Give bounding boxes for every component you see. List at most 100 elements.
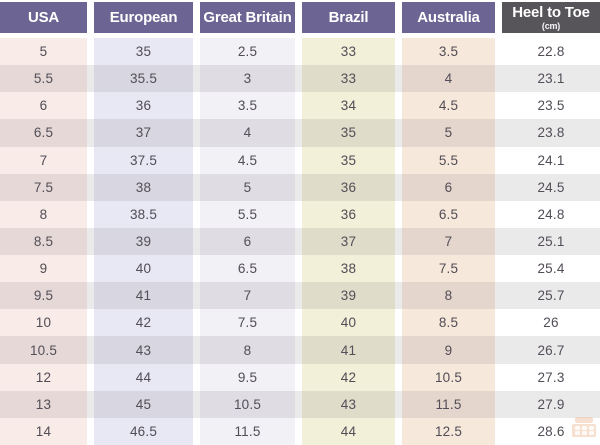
column-header-european: European <box>94 2 193 33</box>
cell-great-britain: 4.5 <box>200 146 295 174</box>
cell-european: 38 <box>94 173 193 201</box>
cell-heel-to-toe: 26.7 <box>502 336 600 364</box>
column-header-label: Heel to Toe <box>512 3 590 21</box>
cell-usa: 9 <box>0 255 87 283</box>
column-header-label: Great Britain <box>203 9 292 26</box>
table-row: 8.5 39 6 37 7 25.1 <box>0 227 600 256</box>
cell-heel-to-toe: 24.8 <box>502 200 600 228</box>
table-row: 8 38.5 5.5 36 6.5 24.8 <box>0 200 600 228</box>
cell-european: 41 <box>94 282 193 310</box>
column-header-label: USA <box>27 9 60 26</box>
cell-australia: 8 <box>402 282 495 310</box>
column-header-label: European <box>109 9 178 26</box>
column-header-label: Australia <box>417 9 480 26</box>
column-header-great-britain: Great Britain <box>200 2 295 33</box>
cell-european: 43 <box>94 336 193 364</box>
cell-great-britain: 10.5 <box>200 390 295 418</box>
column-header-brazil: Brazil <box>302 2 395 33</box>
table-row: 10 42 7.5 40 8.5 26 <box>0 309 600 337</box>
cell-european: 42 <box>94 309 193 337</box>
cell-brazil: 35 <box>302 146 395 174</box>
cell-european: 44 <box>94 363 193 391</box>
cell-european: 37.5 <box>94 146 193 174</box>
table-row: 13 45 10.5 43 11.5 27.9 <box>0 390 600 419</box>
column-header-label: Brazil <box>328 9 369 26</box>
cell-heel-to-toe: 27.9 <box>502 390 600 418</box>
cell-heel-to-toe: 25.1 <box>502 227 600 256</box>
table-row: 7.5 38 5 36 6 24.5 <box>0 173 600 201</box>
table-row: 14 46.5 11.5 44 12.5 28.6 <box>0 417 600 445</box>
cell-european: 46.5 <box>94 417 193 445</box>
cell-great-britain: 5 <box>200 173 295 201</box>
table-row: 12 44 9.5 42 10.5 27.3 <box>0 363 600 391</box>
cell-heel-to-toe: 24.1 <box>502 146 600 174</box>
cell-heel-to-toe: 26 <box>502 309 600 337</box>
table-header-row: USA European Great Britain Brazil Austra… <box>0 0 600 38</box>
cell-brazil: 43 <box>302 390 395 418</box>
cell-heel-to-toe: 24.5 <box>502 173 600 201</box>
cell-australia: 10.5 <box>402 363 495 391</box>
cell-brazil: 41 <box>302 336 395 364</box>
cell-brazil: 42 <box>302 363 395 391</box>
table-row: 5 35 2.5 33 3.5 22.8 <box>0 38 600 66</box>
column-header-sublabel: (cm) <box>541 20 561 31</box>
cell-usa: 14 <box>0 417 87 445</box>
cell-european: 39 <box>94 227 193 256</box>
table-row: 6.5 37 4 35 5 23.8 <box>0 119 600 147</box>
cell-usa: 5.5 <box>0 65 87 93</box>
cell-usa: 8.5 <box>0 227 87 256</box>
cell-usa: 12 <box>0 363 87 391</box>
cell-great-britain: 3 <box>200 65 295 93</box>
cell-brazil: 36 <box>302 173 395 201</box>
cell-usa: 6 <box>0 92 87 120</box>
cell-great-britain: 5.5 <box>200 200 295 228</box>
cell-usa: 5 <box>0 38 87 66</box>
cell-european: 45 <box>94 390 193 418</box>
watermark-logo-icon <box>572 417 596 437</box>
cell-australia: 4.5 <box>402 92 495 120</box>
cell-usa: 7.5 <box>0 173 87 201</box>
cell-heel-to-toe: 23.5 <box>502 92 600 120</box>
cell-heel-to-toe: 25.7 <box>502 282 600 310</box>
cell-brazil: 35 <box>302 119 395 147</box>
cell-great-britain: 7.5 <box>200 309 295 337</box>
table-row: 6 36 3.5 34 4.5 23.5 <box>0 92 600 120</box>
cell-european: 40 <box>94 255 193 283</box>
cell-australia: 7.5 <box>402 255 495 283</box>
cell-usa: 10.5 <box>0 336 87 364</box>
cell-great-britain: 11.5 <box>200 417 295 445</box>
column-header-usa: USA <box>0 2 87 33</box>
cell-australia: 9 <box>402 336 495 364</box>
table-row: 9.5 41 7 39 8 25.7 <box>0 282 600 310</box>
cell-australia: 8.5 <box>402 309 495 337</box>
cell-great-britain: 4 <box>200 119 295 147</box>
cell-australia: 3.5 <box>402 38 495 66</box>
table-row: 9 40 6.5 38 7.5 25.4 <box>0 255 600 283</box>
cell-european: 35 <box>94 38 193 66</box>
table-body: 5 35 2.5 33 3.5 22.8 5.5 35.5 3 33 4 23.1 6 36 3.5 34 4.… <box>0 38 600 445</box>
table-row: 5.5 35.5 3 33 4 23.1 <box>0 65 600 93</box>
cell-usa: 6.5 <box>0 119 87 147</box>
cell-great-britain: 8 <box>200 336 295 364</box>
cell-great-britain: 9.5 <box>200 363 295 391</box>
cell-brazil: 37 <box>302 227 395 256</box>
cell-australia: 7 <box>402 227 495 256</box>
cell-brazil: 34 <box>302 92 395 120</box>
cell-heel-to-toe: 23.8 <box>502 119 600 147</box>
cell-great-britain: 2.5 <box>200 38 295 66</box>
cell-great-britain: 3.5 <box>200 92 295 120</box>
cell-brazil: 44 <box>302 417 395 445</box>
cell-usa: 9.5 <box>0 282 87 310</box>
cell-european: 35.5 <box>94 65 193 93</box>
cell-brazil: 33 <box>302 65 395 93</box>
cell-heel-to-toe: 22.8 <box>502 38 600 66</box>
cell-heel-to-toe: 27.3 <box>502 363 600 391</box>
cell-usa: 7 <box>0 146 87 174</box>
table-row: 7 37.5 4.5 35 5.5 24.1 <box>0 146 600 174</box>
cell-great-britain: 6.5 <box>200 255 295 283</box>
cell-usa: 13 <box>0 390 87 418</box>
cell-brazil: 36 <box>302 200 395 228</box>
cell-australia: 5 <box>402 119 495 147</box>
cell-australia: 5.5 <box>402 146 495 174</box>
